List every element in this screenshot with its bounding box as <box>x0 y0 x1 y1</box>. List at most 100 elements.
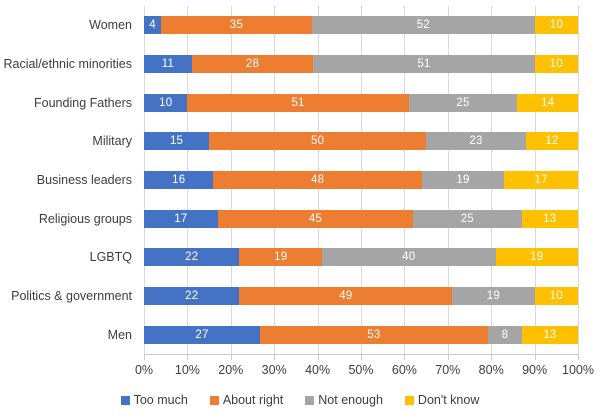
legend-item[interactable]: Don't know <box>404 393 479 407</box>
x-tick-label: 10% <box>174 363 200 377</box>
bar-segment[interactable]: 22 <box>144 287 240 305</box>
bar-value-label: 13 <box>543 212 557 225</box>
legend-swatch-icon <box>209 395 219 405</box>
bar-segment[interactable]: 10 <box>534 55 578 73</box>
category-label: Religious groups <box>38 211 132 226</box>
x-tick-label: 40% <box>305 363 331 377</box>
chart-legend: Too much About right Not enough Don't know <box>0 390 600 410</box>
bar-segment[interactable]: 11 <box>144 55 192 73</box>
bar-value-label: 22 <box>185 251 199 264</box>
bar-value-label: 52 <box>416 19 430 32</box>
bar-value-label: 35 <box>229 19 243 32</box>
bar-value-label: 14 <box>540 96 555 109</box>
bar-segment[interactable]: 4 <box>144 16 162 35</box>
x-tick <box>534 355 536 360</box>
x-tick-label: 0% <box>134 363 154 377</box>
bar-value-label: 51 <box>417 58 431 70</box>
bar-value-label: 49 <box>339 290 353 302</box>
x-tick <box>361 355 362 360</box>
bar-value-label: 17 <box>534 174 548 186</box>
bar-segment[interactable]: 25 <box>408 93 518 112</box>
bar-row[interactable]: 15 50 23 12 <box>144 132 578 151</box>
legend-item[interactable]: Too much <box>120 393 188 407</box>
x-tick-label: 100% <box>562 363 594 377</box>
legend-item[interactable]: Not enough <box>305 393 383 407</box>
legend-label: Too much <box>133 393 188 407</box>
bar-value-label: 12 <box>545 135 559 148</box>
legend-item[interactable]: About right <box>209 393 283 407</box>
bar-segment[interactable]: 23 <box>426 132 526 151</box>
bar-row[interactable]: 10 51 25 14 <box>144 93 578 112</box>
bar-segment[interactable]: 45 <box>217 209 414 228</box>
bar-segment[interactable]: 52 <box>311 16 536 35</box>
bar-segment[interactable]: 50 <box>209 132 427 151</box>
x-tick-label: 60% <box>391 363 417 377</box>
bar-row[interactable]: 4 35 52 10 <box>144 16 578 35</box>
x-axis-line <box>144 354 579 355</box>
x-tick <box>578 355 579 360</box>
bar-segment[interactable]: 13 <box>521 209 578 228</box>
bar-segment[interactable]: 49 <box>239 287 453 305</box>
bar-segment[interactable]: 8 <box>487 325 523 344</box>
category-label: Business leaders <box>36 173 132 187</box>
bar-value-label: 19 <box>274 251 288 264</box>
x-tick-label: 80% <box>478 363 504 377</box>
bar-segment[interactable]: 13 <box>522 325 578 344</box>
legend-label: Not enough <box>318 393 383 407</box>
bar-row[interactable]: 16 48 19 17 <box>144 171 578 189</box>
category-label: Racial/ethnic minorities <box>3 57 132 71</box>
legend-swatch-icon <box>305 395 315 405</box>
bar-segment[interactable]: 19 <box>421 171 505 189</box>
x-tick-label: 30% <box>261 363 287 377</box>
bar-segment[interactable]: 19 <box>239 248 322 267</box>
bar-value-label: 27 <box>195 328 209 341</box>
x-tick-label: 50% <box>348 363 374 377</box>
legend-swatch-icon <box>404 395 414 405</box>
x-tick <box>404 355 406 360</box>
bar-segment[interactable]: 16 <box>144 171 214 189</box>
bar-segment[interactable]: 35 <box>161 16 312 35</box>
bar-value-label: 10 <box>159 96 173 109</box>
bar-value-label: 40 <box>402 251 416 264</box>
bar-segment[interactable]: 28 <box>191 55 314 73</box>
bar-row[interactable]: 17 45 25 13 <box>144 209 578 228</box>
bar-value-label: 11 <box>161 58 175 70</box>
bar-value-label: 17 <box>174 212 188 225</box>
bar-segment[interactable]: 17 <box>504 171 578 189</box>
bar-segment[interactable]: 15 <box>144 132 210 151</box>
bar-segment[interactable]: 12 <box>525 132 578 151</box>
bar-segment[interactable]: 51 <box>313 55 535 73</box>
x-tick <box>274 355 276 360</box>
category-label: LGBTQ <box>89 250 132 265</box>
bar-segment[interactable]: 17 <box>144 209 218 228</box>
bar-segment[interactable]: 10 <box>535 16 578 35</box>
bar-value-label: 25 <box>456 96 470 109</box>
bar-segment[interactable]: 10 <box>144 93 188 112</box>
bar-segment[interactable]: 40 <box>321 248 496 267</box>
bar-value-label: 48 <box>310 174 325 186</box>
bar-row[interactable]: 22 49 19 10 <box>144 287 578 305</box>
bar-segment[interactable]: 10 <box>534 287 578 305</box>
bar-value-label: 8 <box>501 328 509 341</box>
category-label: Women <box>89 18 132 33</box>
bar-row[interactable]: 11 28 51 10 <box>144 55 578 73</box>
bar-segment[interactable]: 51 <box>187 93 409 112</box>
bar-segment[interactable]: 14 <box>517 93 578 112</box>
bar-segment[interactable]: 53 <box>260 325 488 344</box>
bar-value-label: 50 <box>310 135 325 148</box>
category-label: Men <box>107 327 132 342</box>
x-tick <box>317 355 319 360</box>
bar-segment[interactable]: 27 <box>144 325 261 344</box>
plot-wrapper: Women Racial/ethnic minorities Founding Fa… <box>3 6 594 377</box>
bar-row[interactable]: 27 53 8 13 <box>144 325 578 344</box>
bar-value-label: 28 <box>245 58 260 70</box>
bar-segment[interactable]: 25 <box>413 209 522 228</box>
bar-segment[interactable]: 19 <box>495 248 578 267</box>
bar-segment[interactable]: 48 <box>213 171 422 189</box>
category-label: Military <box>92 134 132 149</box>
bar-segment[interactable]: 19 <box>452 287 535 305</box>
bar-segment[interactable]: 22 <box>144 248 240 267</box>
bar-row[interactable]: 22 19 40 19 <box>144 248 578 267</box>
bar-value-label: 23 <box>469 135 483 148</box>
